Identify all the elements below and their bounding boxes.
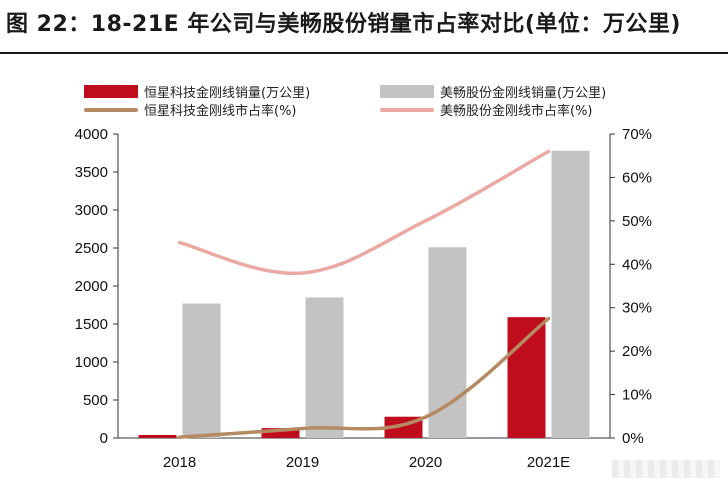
right-tick-label: 0% — [622, 430, 644, 447]
legend-swatch-brown-line — [84, 107, 138, 112]
legend-swatch-gray-bar — [380, 85, 434, 98]
bar-hengxing — [138, 434, 177, 438]
legend-label: 美畅股份金刚线销量(万公里) — [440, 86, 607, 101]
legend-item-meichang-sales: 美畅股份金刚线销量(万公里) — [380, 82, 606, 101]
legend-label: 美畅股份金刚线市占率(%) — [440, 104, 593, 119]
line-meichang-share — [177, 149, 551, 276]
right-tick-label: 30% — [622, 300, 652, 317]
legend-swatch-pink-line — [380, 107, 434, 112]
left-tick-label: 3000 — [75, 202, 108, 219]
left-tick-label: 1500 — [75, 316, 108, 333]
bar-meichang — [182, 303, 221, 438]
legend-item-hengxing-sales: 恒星科技金刚线销量(万公里) — [84, 82, 310, 101]
left-tick-label: 1000 — [75, 354, 108, 371]
right-tick-label: 50% — [622, 213, 652, 230]
bar-meichang — [551, 150, 590, 438]
bar-meichang — [428, 247, 467, 438]
line-hengxing-share — [177, 316, 551, 439]
legend-label: 恒星科技金刚线销量(万公里) — [144, 86, 311, 101]
watermark — [612, 460, 720, 478]
left-tick-label: 2000 — [75, 278, 108, 295]
legend-item-hengxing-share: 恒星科技金刚线市占率(%) — [84, 100, 297, 119]
x-tick-label: 2020 — [409, 454, 442, 471]
x-tick-label: 2019 — [286, 454, 319, 471]
legend-label: 恒星科技金刚线市占率(%) — [144, 104, 297, 119]
bar-meichang — [305, 297, 344, 438]
x-tick-label: 2021E — [527, 454, 570, 471]
left-tick-label: 3500 — [75, 164, 108, 181]
legend-swatch-red-bar — [84, 85, 138, 98]
right-tick-label: 40% — [622, 256, 652, 273]
left-tick-label: 4000 — [75, 126, 108, 143]
right-tick-label: 10% — [622, 387, 652, 404]
x-tick-label: 2018 — [163, 454, 196, 471]
title-divider — [0, 52, 728, 54]
right-tick-label: 70% — [622, 126, 652, 143]
bar-hengxing — [507, 317, 546, 438]
right-tick-label: 60% — [622, 169, 652, 186]
left-tick-label: 0 — [100, 430, 108, 447]
left-tick-label: 2500 — [75, 240, 108, 257]
left-tick-label: 500 — [83, 392, 108, 409]
bar-hengxing — [261, 428, 300, 438]
legend-item-meichang-share: 美畅股份金刚线市占率(%) — [380, 100, 593, 119]
right-tick-label: 20% — [622, 343, 652, 360]
chart-title: 图 22：18-21E 年公司与美畅股份销量市占率对比(单位：万公里) — [6, 12, 681, 37]
